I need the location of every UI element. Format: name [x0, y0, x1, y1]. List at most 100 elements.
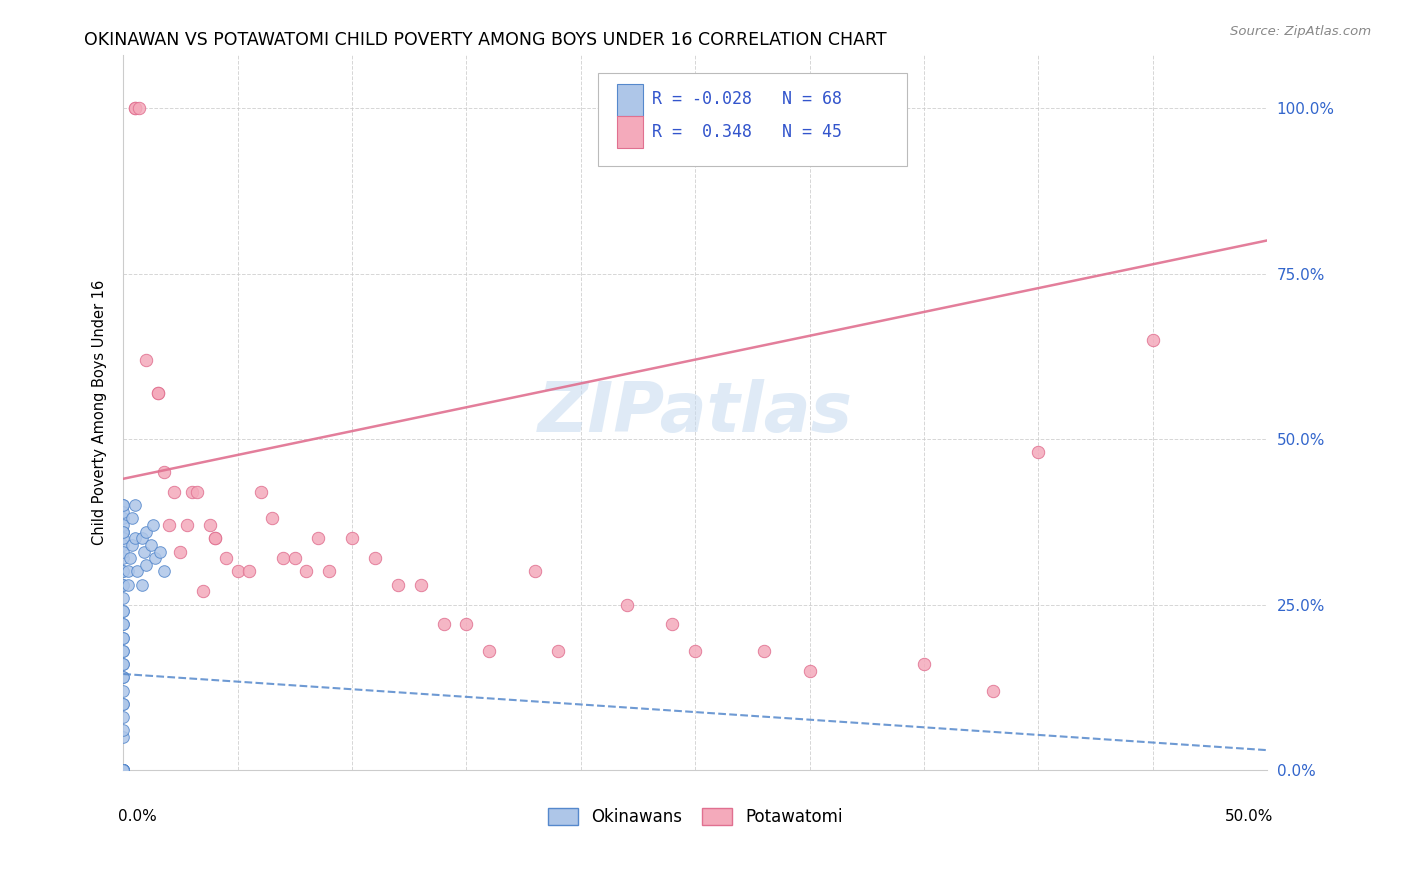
Point	[149, 544, 172, 558]
Point	[318, 565, 340, 579]
Point	[112, 763, 135, 777]
Point	[124, 498, 146, 512]
Point	[112, 565, 135, 579]
Point	[117, 577, 139, 591]
Point	[260, 511, 283, 525]
Point	[215, 551, 238, 566]
Point	[146, 385, 169, 400]
Point	[112, 697, 135, 711]
Point	[112, 683, 135, 698]
Point	[112, 763, 135, 777]
Point	[112, 498, 135, 512]
Point	[307, 532, 329, 546]
Point	[112, 763, 135, 777]
Point	[112, 631, 135, 645]
Point	[112, 577, 135, 591]
Point	[146, 385, 169, 400]
Point	[135, 558, 157, 572]
Point	[112, 730, 135, 744]
Point	[284, 551, 307, 566]
Text: R =  0.348   N = 45: R = 0.348 N = 45	[652, 122, 842, 141]
Legend: Okinawans, Potawatomi: Okinawans, Potawatomi	[547, 808, 842, 826]
Point	[112, 551, 135, 566]
Point	[112, 763, 135, 777]
Point	[112, 518, 135, 533]
Point	[799, 664, 821, 678]
Point	[112, 644, 135, 658]
Point	[981, 683, 1004, 698]
Point	[226, 565, 249, 579]
Point	[157, 518, 180, 533]
Point	[912, 657, 935, 671]
Point	[547, 644, 569, 658]
Point	[112, 763, 135, 777]
Point	[125, 565, 148, 579]
Point	[112, 763, 135, 777]
Text: OKINAWAN VS POTAWATOMI CHILD POVERTY AMONG BOYS UNDER 16 CORRELATION CHART: OKINAWAN VS POTAWATOMI CHILD POVERTY AMO…	[84, 31, 887, 49]
Point	[131, 532, 153, 546]
Point	[112, 723, 135, 738]
Point	[143, 551, 166, 566]
Text: R = -0.028   N = 68: R = -0.028 N = 68	[652, 90, 842, 109]
Point	[135, 524, 157, 539]
Text: 0.0%: 0.0%	[118, 809, 156, 824]
Point	[153, 465, 176, 479]
Point	[131, 577, 153, 591]
Point	[112, 565, 135, 579]
Point	[112, 657, 135, 671]
Point	[112, 544, 135, 558]
Point	[112, 763, 135, 777]
Point	[112, 710, 135, 724]
Point	[121, 538, 143, 552]
Point	[181, 485, 204, 500]
Point	[204, 532, 226, 546]
Point	[456, 617, 478, 632]
Point	[112, 763, 135, 777]
Point	[200, 518, 222, 533]
Point	[169, 544, 191, 558]
Point	[112, 763, 135, 777]
Point	[153, 565, 176, 579]
Point	[432, 617, 454, 632]
Point	[193, 584, 215, 599]
Point	[112, 604, 135, 618]
Point	[112, 763, 135, 777]
Point	[117, 565, 139, 579]
Point	[128, 101, 150, 115]
FancyBboxPatch shape	[617, 116, 643, 148]
Point	[112, 524, 135, 539]
Point	[752, 644, 775, 658]
Y-axis label: Child Poverty Among Boys Under 16: Child Poverty Among Boys Under 16	[93, 280, 107, 545]
Point	[273, 551, 295, 566]
Point	[112, 697, 135, 711]
Point	[112, 657, 135, 671]
Point	[112, 498, 135, 512]
FancyBboxPatch shape	[598, 73, 907, 166]
Point	[112, 670, 135, 684]
Point	[176, 518, 198, 533]
Point	[683, 644, 706, 658]
Text: Source: ZipAtlas.com: Source: ZipAtlas.com	[1230, 25, 1371, 38]
Point	[112, 604, 135, 618]
Point	[112, 511, 135, 525]
Point	[186, 485, 208, 500]
Point	[340, 532, 363, 546]
Point	[132, 544, 155, 558]
Point	[162, 485, 184, 500]
Point	[249, 485, 271, 500]
Point	[135, 352, 157, 367]
Point	[112, 631, 135, 645]
Point	[121, 511, 143, 525]
Point	[112, 617, 135, 632]
Point	[112, 763, 135, 777]
Point	[112, 763, 135, 777]
Point	[661, 617, 683, 632]
Point	[364, 551, 387, 566]
Point	[524, 565, 547, 579]
Point	[112, 524, 135, 539]
Point	[139, 538, 162, 552]
Text: ZIPatlas: ZIPatlas	[537, 379, 852, 446]
Point	[1142, 333, 1164, 347]
Point	[238, 565, 260, 579]
Text: 50.0%: 50.0%	[1225, 809, 1272, 824]
